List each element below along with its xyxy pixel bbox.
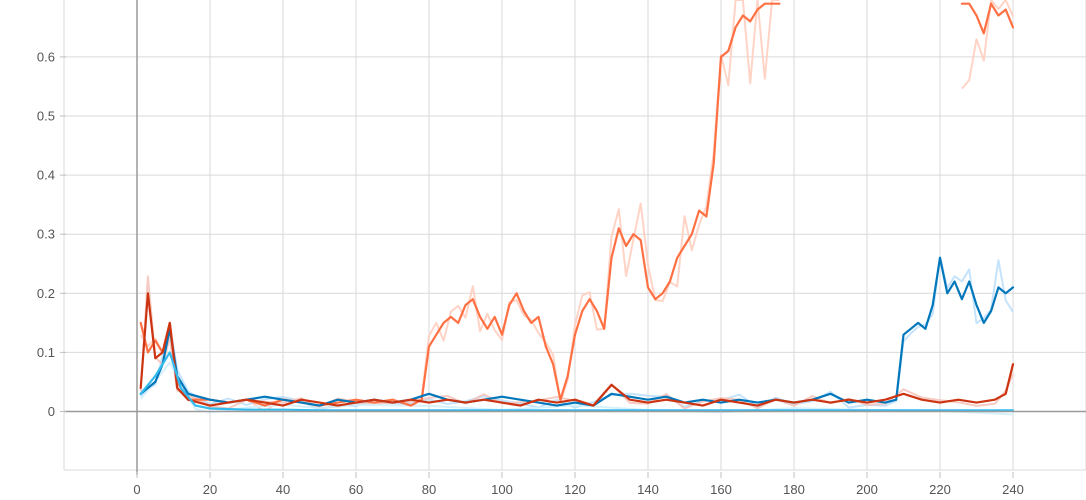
x-tick-label: 220 xyxy=(929,482,951,497)
x-tick-label: 40 xyxy=(276,482,290,497)
x-tick-label: 0 xyxy=(133,482,140,497)
x-tick-label: 20 xyxy=(203,482,217,497)
x-tick-label: 100 xyxy=(491,482,513,497)
series-line xyxy=(139,2,781,407)
series-line xyxy=(139,351,1015,412)
x-tick-label: 80 xyxy=(422,482,436,497)
raw-series-line xyxy=(961,0,1014,90)
series-line xyxy=(139,292,1015,407)
x-tick-label: 160 xyxy=(710,482,732,497)
y-tick-label: 0 xyxy=(48,404,55,419)
y-tick-label: 0.3 xyxy=(37,227,55,242)
x-tick-label: 140 xyxy=(637,482,659,497)
x-tick-label: 120 xyxy=(564,482,586,497)
axes xyxy=(60,0,1086,478)
x-tick-label: 240 xyxy=(1002,482,1024,497)
raw-series-line xyxy=(139,255,1014,411)
y-tick-label: 0.6 xyxy=(37,49,55,64)
x-tick-label: 180 xyxy=(783,482,805,497)
raw-series-line xyxy=(139,275,1014,410)
y-tick-label: 0.2 xyxy=(37,286,55,301)
y-tick-label: 0.4 xyxy=(37,168,55,183)
x-tick-label: 200 xyxy=(856,482,878,497)
series-line xyxy=(960,2,1015,35)
raw-series-line xyxy=(139,0,780,413)
x-tick-label: 60 xyxy=(349,482,363,497)
grid xyxy=(63,0,1086,471)
y-tick-label: 0.5 xyxy=(37,109,55,124)
series-line xyxy=(139,256,1015,407)
series-layer xyxy=(139,2,1015,412)
y-tick-label: 0.1 xyxy=(37,345,55,360)
tick-labels: 0 20 40 60 80 100 120 140 160 180 200 220 240 0 0.1 0.2… xyxy=(37,49,1024,497)
